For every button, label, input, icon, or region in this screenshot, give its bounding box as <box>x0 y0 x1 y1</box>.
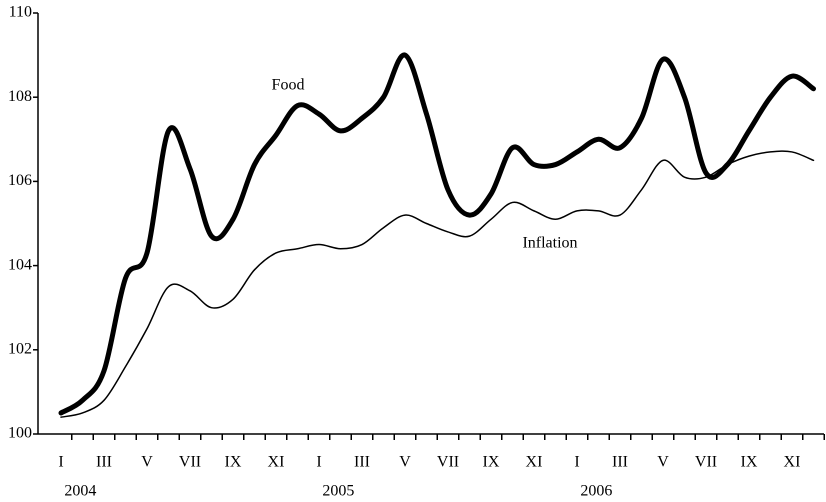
x-tick-label: V <box>399 454 411 471</box>
x-tick-label: XI <box>268 454 285 471</box>
x-tick-label: III <box>96 454 112 471</box>
x-tick-label: IX <box>483 454 500 471</box>
line-series <box>60 150 815 418</box>
x-tick-label: I <box>574 454 579 471</box>
x-group-label: 2005 <box>322 483 354 500</box>
y-tick-label: 106 <box>8 172 32 189</box>
x-tick-label: I <box>316 454 321 471</box>
y-tick-label: 104 <box>8 256 32 273</box>
x-group-label: 2004 <box>64 483 96 500</box>
x-tick-label: III <box>612 454 628 471</box>
line-series <box>58 52 816 416</box>
y-tick-label: 108 <box>8 88 32 105</box>
x-tick-label: XI <box>526 454 543 471</box>
x-tick-label: VII <box>695 454 717 471</box>
series-label: Food <box>272 77 305 94</box>
x-tick-label: IX <box>741 454 758 471</box>
y-tick-label: 100 <box>8 425 32 442</box>
x-tick-label: V <box>141 454 153 471</box>
x-tick-label: V <box>657 454 669 471</box>
x-tick-label: III <box>354 454 370 471</box>
x-tick-label: VII <box>437 454 459 471</box>
x-tick-label: I <box>58 454 63 471</box>
x-tick-label: IX <box>225 454 242 471</box>
x-group-label: 2006 <box>580 483 612 500</box>
y-tick-label: 102 <box>8 340 32 357</box>
x-tick-label: VII <box>179 454 201 471</box>
x-tick-label: XI <box>784 454 801 471</box>
series-label: Inflation <box>522 235 577 252</box>
y-tick-label: 110 <box>9 4 32 21</box>
